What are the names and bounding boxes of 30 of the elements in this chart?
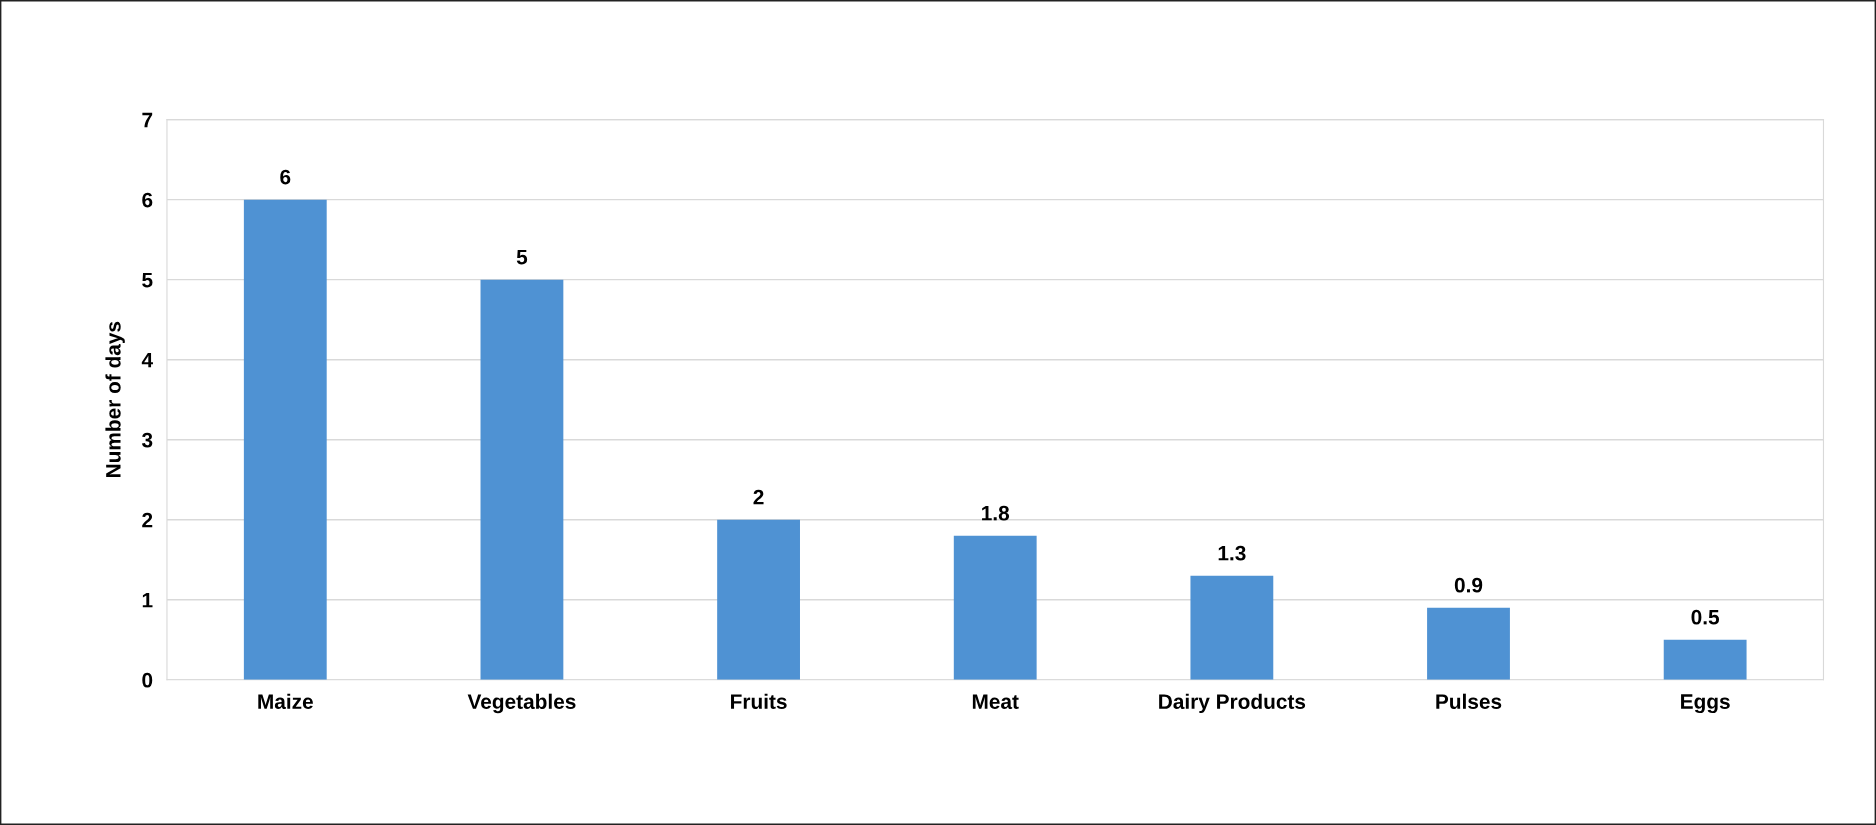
- x-tick-label: Eggs: [1681, 694, 1730, 714]
- bar: [480, 279, 564, 680]
- y-tick-label: 6: [142, 192, 153, 208]
- data-label: 5: [516, 249, 528, 265]
- x-tick-label: Dairy Products: [1159, 693, 1306, 714]
- data-label: 1.3: [1218, 545, 1246, 561]
- bar: [1190, 575, 1274, 680]
- data-label: 2: [753, 489, 764, 505]
- x-tick-label: Pulses: [1436, 693, 1502, 709]
- data-label: 6: [280, 169, 291, 185]
- data-label: 0.5: [1691, 609, 1720, 625]
- y-tick-label: 1: [142, 592, 153, 608]
- x-tick-label: Maize: [258, 693, 313, 709]
- bar: [243, 199, 327, 680]
- data-label: 0.9: [1454, 577, 1483, 593]
- bar: [1427, 607, 1510, 680]
- y-tick-label: 5: [142, 272, 153, 288]
- bar: [717, 519, 800, 680]
- y-tick-label: 4: [141, 352, 153, 368]
- x-tick-label: Fruits: [731, 693, 787, 709]
- y-axis-title: Number of days: [105, 321, 125, 478]
- data-label: 1.8: [982, 505, 1010, 521]
- y-tick-label: 0: [142, 672, 153, 688]
- x-tick-label: Vegetables: [467, 693, 576, 714]
- y-tick-label: 2: [142, 512, 153, 528]
- y-tick-label: 3: [141, 432, 153, 448]
- bar: [953, 535, 1037, 680]
- x-tick-label: Meat: [972, 694, 1019, 709]
- bar: [1663, 639, 1747, 680]
- y-tick-label: 7: [142, 112, 153, 128]
